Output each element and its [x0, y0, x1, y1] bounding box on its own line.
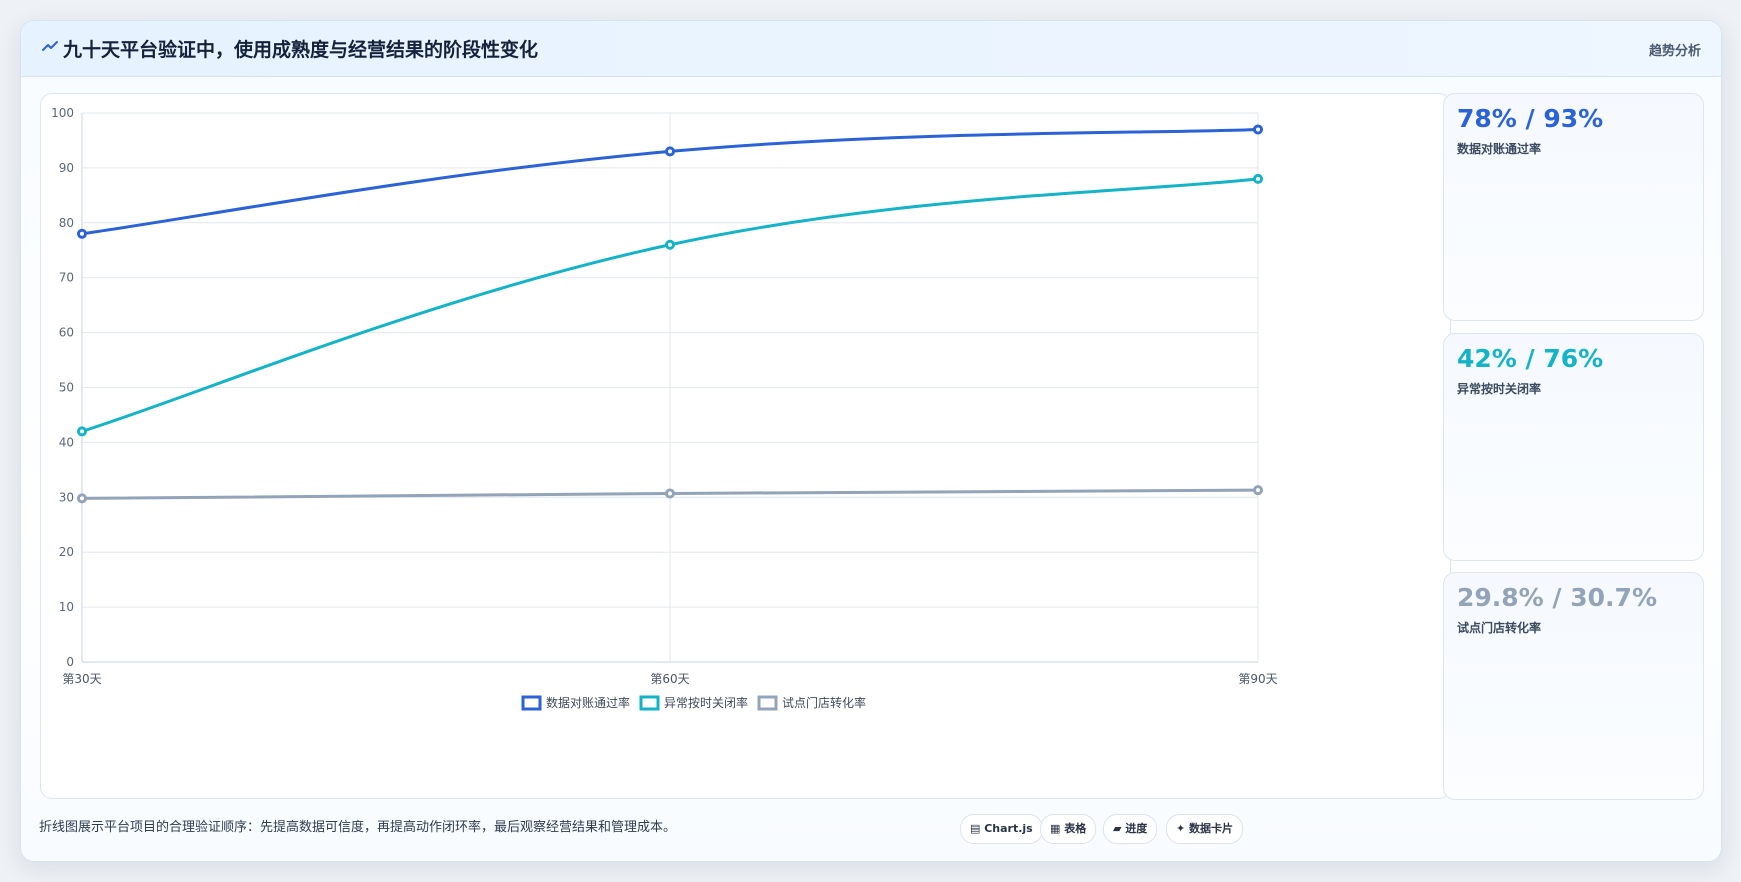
y-tick-label: 40: [59, 435, 74, 449]
legend-swatch[interactable]: [521, 695, 542, 711]
kpi-label: 异常按时关闭率: [1457, 382, 1542, 396]
chart-card: 0 10 20 30 40 50 60 70 80 90 100 第30天 第60天 第90天 数据对账通…: [40, 93, 1451, 799]
legend-label[interactable]: 数据对账通过率: [546, 695, 630, 710]
y-tick-label: 100: [51, 106, 74, 120]
y-tick-label: 80: [59, 216, 74, 230]
data-point[interactable]: [1253, 124, 1263, 135]
chip-chartjs[interactable]: ▤ Chart.js: [960, 814, 1043, 844]
y-tick-label: 60: [59, 326, 74, 340]
chip-progress[interactable]: ▰ 进度: [1103, 814, 1158, 844]
x-tick-label: 第60天: [650, 672, 689, 686]
data-point[interactable]: [1253, 485, 1263, 496]
data-point[interactable]: [665, 488, 675, 499]
chip-table[interactable]: ▦ 表格: [1040, 814, 1097, 844]
y-tick-label: 70: [59, 271, 74, 285]
data-point[interactable]: [77, 493, 87, 504]
data-point[interactable]: [665, 146, 675, 157]
legend-swatch[interactable]: [757, 695, 778, 711]
y-tick-label: 50: [59, 381, 74, 395]
data-point[interactable]: [77, 426, 87, 437]
y-tick-label: 30: [59, 490, 74, 504]
kpi-label: 试点门店转化率: [1457, 621, 1542, 635]
x-tick-label: 第30天: [62, 672, 101, 686]
kpi-card-reconciliation: 78% / 93% 数据对账通过率: [1443, 93, 1704, 321]
line-chart: 0 10 20 30 40 50 60 70 80 90 100 第30天 第60天 第90天 数据对账通…: [51, 106, 1278, 711]
header-bar: 九十天平台验证中，使用成熟度与经营结果的阶段性变化 趋势分析: [21, 21, 1721, 77]
x-tick-label: 第90天: [1238, 672, 1277, 686]
kpi-label: 数据对账通过率: [1457, 142, 1542, 156]
y-tick-label: 20: [59, 545, 74, 559]
legend-label[interactable]: 试点门店转化率: [782, 695, 866, 710]
kpi-value: 29.8% / 30.7%: [1457, 583, 1657, 612]
trend-icon: [42, 41, 58, 51]
data-point[interactable]: [665, 239, 675, 250]
dashboard-frame: 九十天平台验证中，使用成熟度与经营结果的阶段性变化 趋势分析 0 10 20 30 40…: [20, 20, 1722, 862]
trend-analysis-tag[interactable]: 趋势分析: [1648, 44, 1701, 59]
y-tick-label: 0: [66, 655, 74, 669]
kpi-card-exception-closure: 42% / 76% 异常按时关闭率: [1443, 333, 1704, 561]
chip-data-card[interactable]: ✦ 数据卡片: [1166, 814, 1244, 844]
kpi-value: 42% / 76%: [1457, 344, 1604, 373]
kpi-value: 78% / 93%: [1457, 104, 1604, 133]
page-title: 九十天平台验证中，使用成熟度与经营结果的阶段性变化: [63, 39, 539, 61]
legend-label[interactable]: 异常按时关闭率: [664, 695, 748, 710]
footer-note: 折线图展示平台项目的合理验证顺序：先提高数据可信度，再提高动作闭环率，最后观察经…: [39, 820, 677, 835]
y-tick-label: 90: [59, 161, 74, 175]
data-point[interactable]: [77, 228, 87, 239]
legend-swatch[interactable]: [639, 695, 660, 711]
y-tick-label: 10: [59, 600, 74, 614]
kpi-card-store-conversion: 29.8% / 30.7% 试点门店转化率: [1443, 572, 1704, 800]
data-point[interactable]: [1253, 173, 1263, 184]
